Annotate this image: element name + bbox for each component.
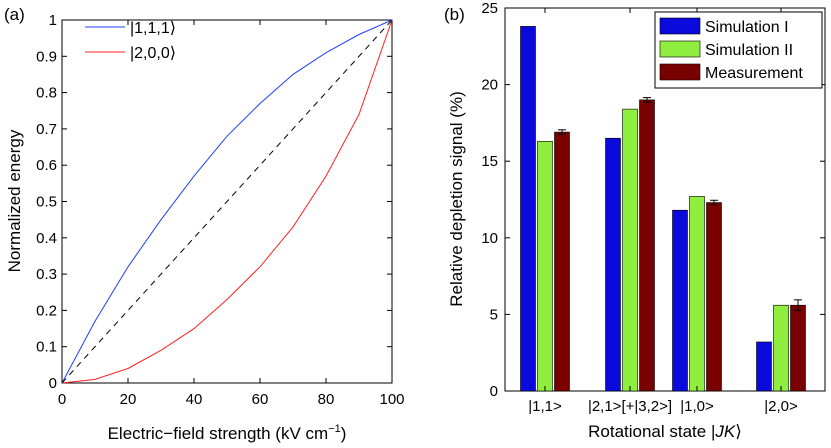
y-tick-label: 0.9 [36,48,57,65]
y-tick-label: 0 [490,383,498,400]
series-line-111 [61,19,393,384]
legend-swatch-simulation-ii [659,40,701,58]
legend-label-111: |1,1,1⟩ [130,20,176,37]
y-tick-label: 0.7 [36,121,57,138]
bar-simulation-i [672,209,688,392]
y-tick-label: 0.5 [36,194,57,211]
panel-b-label: (b) [444,5,465,24]
y-tick-label: 0.8 [36,85,57,102]
legend-label-200: |2,0,0⟩ [130,45,176,62]
bar-simulation-i [605,137,621,392]
y-tick-label: 0 [49,375,57,392]
y-tick-label: 0.6 [36,157,57,174]
category-label: |2,0> [764,398,798,415]
panel-a-legend: |1,1,1⟩ |2,0,0⟩ [85,20,176,62]
y-tick-label: 0.2 [36,302,57,319]
panel-a-line-chart: (a) 0 20 40 60 80 100 0 0.1 0.2 0.3 0.4 0.5 0.6 0.7 0.… [4,5,405,443]
x-tick-label: 80 [318,391,335,408]
bar-simulation-i [756,341,772,392]
y-tick-label: 20 [481,77,498,94]
y-tick-label: 1 [49,12,57,29]
y-tick-label: 0.3 [36,266,57,283]
series-line-200 [61,19,393,384]
y-tick-label: 0.1 [36,339,57,356]
x-tick-label: 100 [379,391,404,408]
y-tick-label: 10 [481,230,498,247]
panel-b-legend: Simulation I Simulation II Measurement [654,11,823,89]
bar-simulation-ii [689,196,705,392]
x-tick-label: 0 [58,391,66,408]
panel-b-bar-chart: (b) |1,1> |2,1>[+|3,2>] |1,0> |2,0> 0 5 10 15 20… [444,0,826,441]
y-tick-label: 25 [481,0,498,17]
y-tick-label: 5 [490,306,498,323]
x-tick-label: 60 [252,391,269,408]
legend-swatch-simulation-i [659,17,701,35]
legend-label-simulation-ii: Simulation II [705,42,793,59]
diagonal-reference-line [61,19,393,384]
x-tick-label: 20 [120,391,137,408]
bar-measurement [790,304,806,392]
panel-b-x-axis-label: Rotational state |JK⟩ [588,422,742,441]
bar-simulation-ii [773,304,789,392]
panel-a-y-axis-label: Normalized energy [5,129,24,272]
bar-measurement [706,202,722,392]
panel-a-x-axis-label: Electric−field strength (kV cm−1) [108,423,347,443]
bar-simulation-ii [622,108,638,392]
legend-swatch-measurement [659,63,701,81]
category-label: |1,1> [528,398,562,415]
legend-label-simulation-i: Simulation I [705,19,789,36]
y-tick-label: 15 [481,153,498,170]
bar-simulation-i [520,26,536,392]
panel-b-y-axis-label: Relative depletion signal (%) [447,91,466,306]
x-tick-label: 40 [186,391,203,408]
bar-measurement [554,131,570,392]
bar-simulation-ii [537,140,553,392]
bar-measurement [639,99,655,392]
y-tick-label: 0.4 [36,230,57,247]
legend-label-measurement: Measurement [705,65,803,82]
category-label: |1,0> [680,398,714,415]
panel-a-label: (a) [4,5,25,24]
category-label: |2,1>[+|3,2>] [588,398,672,415]
